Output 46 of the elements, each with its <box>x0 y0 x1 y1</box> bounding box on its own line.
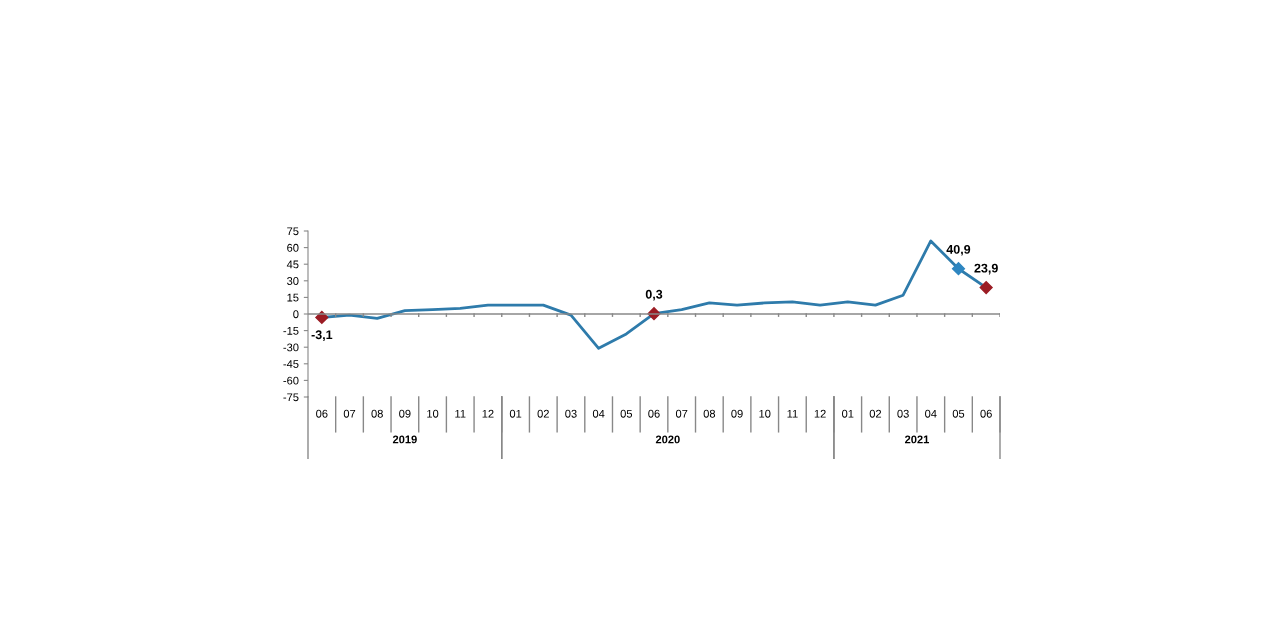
x-tick-label: 03 <box>565 409 577 418</box>
y-tick-label: -30 <box>283 343 299 352</box>
x-tick-label: 08 <box>703 409 716 418</box>
point <box>315 310 329 325</box>
x-tick-label: 01 <box>842 409 854 418</box>
text: 2021 <box>904 435 930 444</box>
text: 2020 <box>655 435 680 444</box>
x-tick-label: 12 <box>482 409 494 418</box>
x-tick-label: 04 <box>592 409 605 418</box>
x-tick-label: 04 <box>925 409 937 418</box>
x-tick-label: 09 <box>399 409 411 418</box>
x-tick-label: 11 <box>787 409 798 418</box>
data-label: 23,9 <box>974 263 998 275</box>
x-tick-label: 10 <box>759 409 771 418</box>
y-tick-label: -15 <box>283 326 299 335</box>
x-tick-label: 06 <box>648 409 660 418</box>
y-tick-label: 45 <box>286 260 299 269</box>
x-tick-label: 10 <box>427 409 439 418</box>
point <box>979 280 993 295</box>
x-tick-label: 03 <box>897 409 909 418</box>
data-label: -3,1 <box>311 330 333 341</box>
y-tick-label: 75 <box>287 227 299 236</box>
x-tick-label: 08 <box>371 409 383 418</box>
x-tick-label: 02 <box>869 409 882 418</box>
data-label: 0,3 <box>645 289 663 301</box>
y-tick-label: -45 <box>283 360 299 368</box>
x-tick-label: 07 <box>343 409 356 418</box>
x-tick-label: 12 <box>814 409 826 418</box>
y-tick-label: 30 <box>287 277 299 285</box>
x-tick-label: 01 <box>509 409 522 418</box>
x-tick-label: 05 <box>952 409 965 418</box>
y-tick-label: 0 <box>293 310 299 319</box>
point <box>951 262 966 276</box>
y-tick-label: 60 <box>287 243 299 252</box>
x-tick-label: 02 <box>537 409 549 418</box>
x-tick-label: 05 <box>620 409 633 418</box>
y-tick-label: 15 <box>287 293 299 302</box>
x-tick-label: 06 <box>316 409 328 418</box>
x-tick-label: 07 <box>675 409 688 418</box>
y-tick-label: -60 <box>283 376 299 385</box>
text: 2019 <box>392 435 417 444</box>
data-label: 40,9 <box>946 244 971 256</box>
x-tick-label: 06 <box>980 409 992 418</box>
x-tick-label: 11 <box>455 409 466 418</box>
x-tick-label: 09 <box>731 409 743 418</box>
y-tick-label: -75 <box>283 393 299 402</box>
